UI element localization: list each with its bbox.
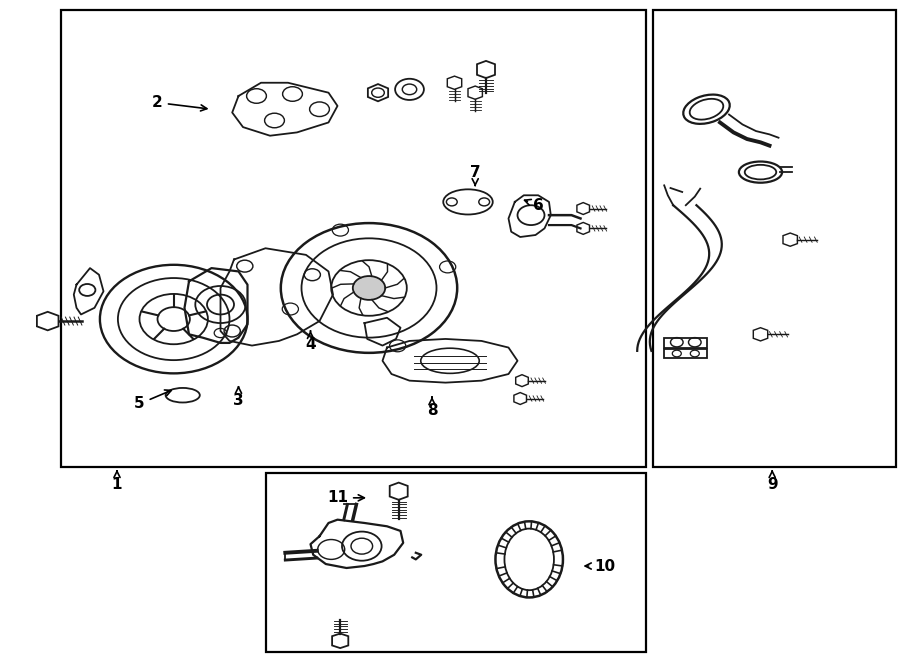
Text: 5: 5 <box>134 390 171 411</box>
Text: 3: 3 <box>233 387 244 408</box>
Text: 8: 8 <box>427 397 437 418</box>
Text: 4: 4 <box>305 331 316 352</box>
Text: 2: 2 <box>152 95 207 111</box>
Text: 6: 6 <box>525 198 544 213</box>
Bar <box>266 473 646 652</box>
Bar <box>653 10 896 467</box>
Bar <box>61 10 646 467</box>
Text: 7: 7 <box>470 165 481 185</box>
Text: 9: 9 <box>767 471 778 492</box>
Bar <box>664 349 707 358</box>
Circle shape <box>353 276 385 300</box>
Text: 1: 1 <box>112 471 122 492</box>
Text: 11: 11 <box>327 491 364 505</box>
Text: 10: 10 <box>585 559 616 573</box>
